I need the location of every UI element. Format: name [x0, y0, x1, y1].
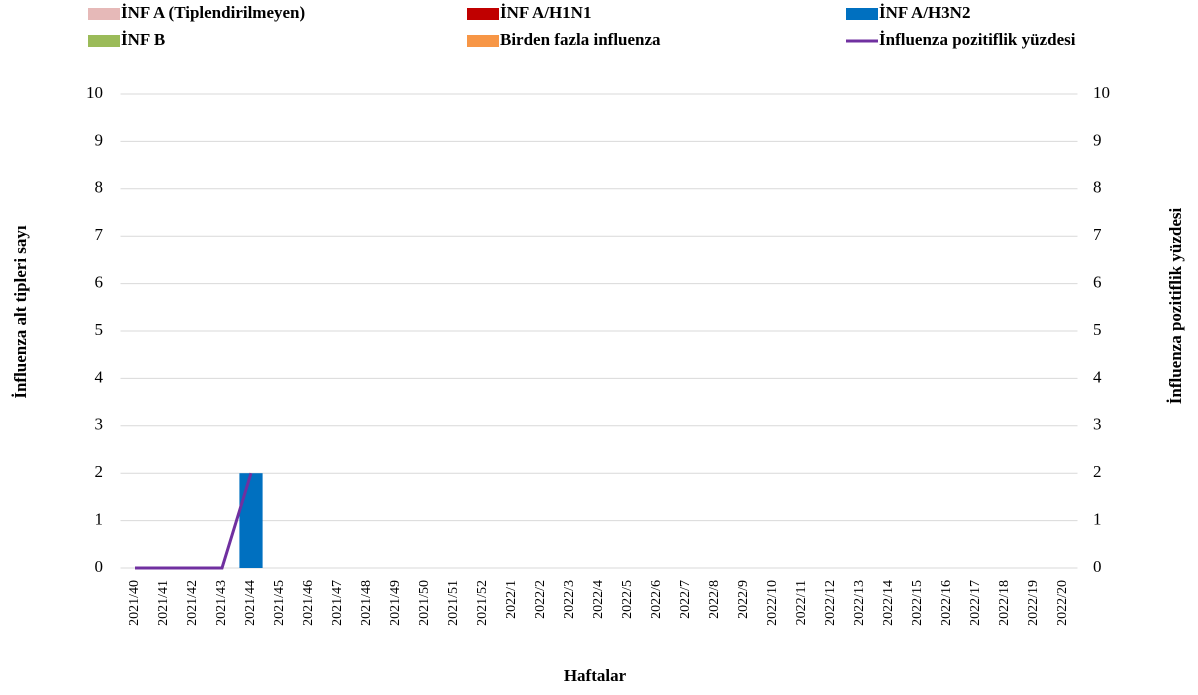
y-tick-label: 7 [95, 225, 104, 244]
legend-swatch [88, 35, 120, 47]
x-tick-label: 2021/42 [185, 580, 200, 626]
x-tick-label: 2022/1 [504, 580, 519, 619]
x-tick-label: 2022/13 [852, 580, 867, 626]
x-tick-label: 2022/7 [678, 580, 693, 619]
x-tick-label: 2021/52 [475, 580, 490, 626]
legend-label: İNF A (Tiplendirilmeyen) [121, 3, 305, 22]
legend-swatch [88, 8, 120, 20]
y2-tick-label: 0 [1093, 557, 1102, 576]
y-tick-label: 5 [95, 320, 104, 339]
x-axis-title: Haftalar [564, 666, 627, 685]
x-tick-label: 2022/5 [620, 580, 635, 619]
x-tick-label: 2021/43 [214, 580, 229, 626]
x-tick-label: 2022/17 [968, 580, 983, 626]
x-tick-label: 2022/6 [649, 580, 664, 619]
x-tick-label: 2021/41 [156, 580, 171, 626]
legend-label: Birden fazla influenza [500, 30, 661, 49]
y-tick-label: 1 [95, 510, 104, 529]
x-tick-label: 2022/14 [881, 580, 896, 626]
y-axis-title: İnfluenza alt tipleri sayı [11, 225, 30, 399]
y2-tick-label: 4 [1093, 367, 1102, 386]
y2-tick-label: 6 [1093, 273, 1102, 292]
x-tick-label: 2021/40 [127, 580, 142, 626]
x-tick-label: 2022/12 [823, 580, 838, 626]
x-tick-label: 2022/19 [1026, 580, 1041, 626]
y2-tick-label: 7 [1093, 225, 1102, 244]
y2-axis-title: İnfluenza pozitiflik yüzdesi [1166, 207, 1185, 404]
legend-swatch [467, 35, 499, 47]
y2-tick-label: 9 [1093, 130, 1102, 149]
x-tick-label: 2021/44 [243, 580, 258, 626]
x-tick-label: 2021/50 [417, 580, 432, 626]
x-tick-label: 2021/51 [446, 580, 461, 626]
legend-swatch [846, 8, 878, 20]
legend-label: İNF B [121, 30, 165, 49]
x-tick-label: 2021/46 [301, 580, 316, 626]
y-tick-label: 3 [95, 415, 104, 434]
x-tick-label: 2021/45 [272, 580, 287, 626]
legend-label: İnfluenza pozitiflik yüzdesi [879, 30, 1076, 49]
x-tick-label: 2021/49 [388, 580, 403, 626]
x-tick-label: 2022/8 [707, 580, 722, 619]
y2-tick-label: 1 [1093, 510, 1102, 529]
line-series [135, 472, 253, 570]
y-tick-label: 8 [95, 178, 104, 197]
legend-swatch [467, 8, 499, 20]
y2-tick-label: 2 [1093, 462, 1102, 481]
x-tick-label: 2021/48 [359, 580, 374, 626]
x-tick-label: 2022/9 [736, 580, 751, 619]
x-tick-label: 2022/2 [533, 580, 548, 619]
y-tick-label: 0 [95, 557, 104, 576]
bar [239, 473, 263, 568]
x-tick-label: 2022/3 [562, 580, 577, 619]
y-tick-label: 10 [86, 83, 103, 102]
x-tick-label: 2021/47 [330, 580, 345, 626]
x-tick-label: 2022/15 [910, 580, 925, 626]
y2-tick-label: 10 [1093, 83, 1110, 102]
y-tick-label: 4 [95, 367, 104, 386]
y2-tick-label: 5 [1093, 320, 1102, 339]
x-tick-label: 2022/16 [939, 580, 954, 626]
x-tick-label: 2022/11 [794, 580, 809, 625]
y2-tick-label: 8 [1093, 178, 1102, 197]
legend-label: İNF A/H1N1 [500, 3, 591, 22]
x-tick-label: 2022/20 [1055, 580, 1070, 626]
y-tick-label: 9 [95, 130, 104, 149]
x-tick-label: 2022/10 [765, 580, 780, 626]
y2-tick-label: 3 [1093, 415, 1102, 434]
y-tick-label: 6 [95, 273, 104, 292]
legend-label: İNF A/H3N2 [879, 3, 970, 22]
x-tick-label: 2022/18 [997, 580, 1012, 626]
x-tick-label: 2022/4 [591, 580, 606, 619]
y-tick-label: 2 [95, 462, 104, 481]
